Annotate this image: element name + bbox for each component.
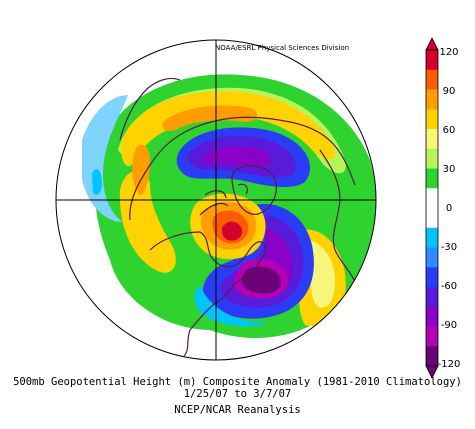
anomaly-cyan-atlantic-edge [194,285,270,327]
coast-asia-east [119,77,181,141]
anomaly-blue-pacific [92,169,102,195]
colorbar-label-0: 0 [445,203,453,214]
coast-north-america [149,231,266,357]
coast-europe [319,149,356,283]
colorbar-label-60: 60 [442,125,456,136]
colorbar-label-90: 90 [442,86,456,97]
colorbar-swatch [426,69,438,90]
colorbar-bottom-arrow [425,365,439,379]
colorbar-swatch [426,346,438,367]
coast-eurasia [129,116,356,221]
colorbar-swatch [426,188,438,209]
anomaly-orange-west [132,144,150,195]
map-disc-border [55,39,377,361]
colorbar [425,37,439,379]
colorbar-label-30: 30 [442,164,456,175]
anomaly-paleyellow-east [307,240,336,308]
graticule [56,40,376,360]
colorbar-label-120: 120 [439,47,459,58]
colorbar-label-neg90: -90 [440,320,458,331]
colorbar-swatch [426,89,438,110]
colorbar-swatch [426,287,438,308]
data-source-header: NOAA/ESRL Physical Sciences Division [215,44,350,52]
caption-dataset: NCEP/NCAR Reanalysis [174,404,301,416]
colorbar-label-neg30: -30 [440,242,458,253]
colorbar-swatch [426,306,438,327]
colorbar-swatch [426,168,438,189]
anomaly-yellow-arc [121,91,336,167]
colorbar-swatches [425,49,439,367]
coast-greenland [231,165,277,215]
caption-title: 500mb Geopotential Height (m) Composite … [13,376,462,388]
colorbar-label-neg120: -120 [437,359,461,370]
colorbar-swatch [426,267,438,288]
caption-date-range: 1/25/07 to 3/7/07 [183,388,292,400]
colorbar-swatch [426,227,438,248]
colorbar-swatch [426,208,438,229]
colorbar-swatch [426,247,438,268]
colorbar-swatch [426,109,438,130]
colorbar-label-neg60: -60 [440,281,458,292]
anomaly-darkred-canada [222,221,243,241]
anomaly-orange-north [162,105,258,131]
colorbar-swatch [426,326,438,347]
anomaly-green-gap [177,183,200,225]
anomaly-purple-arctic [202,146,271,166]
colorbar-swatch [426,50,438,71]
colorbar-swatch [426,129,438,150]
colorbar-swatch [426,148,438,169]
